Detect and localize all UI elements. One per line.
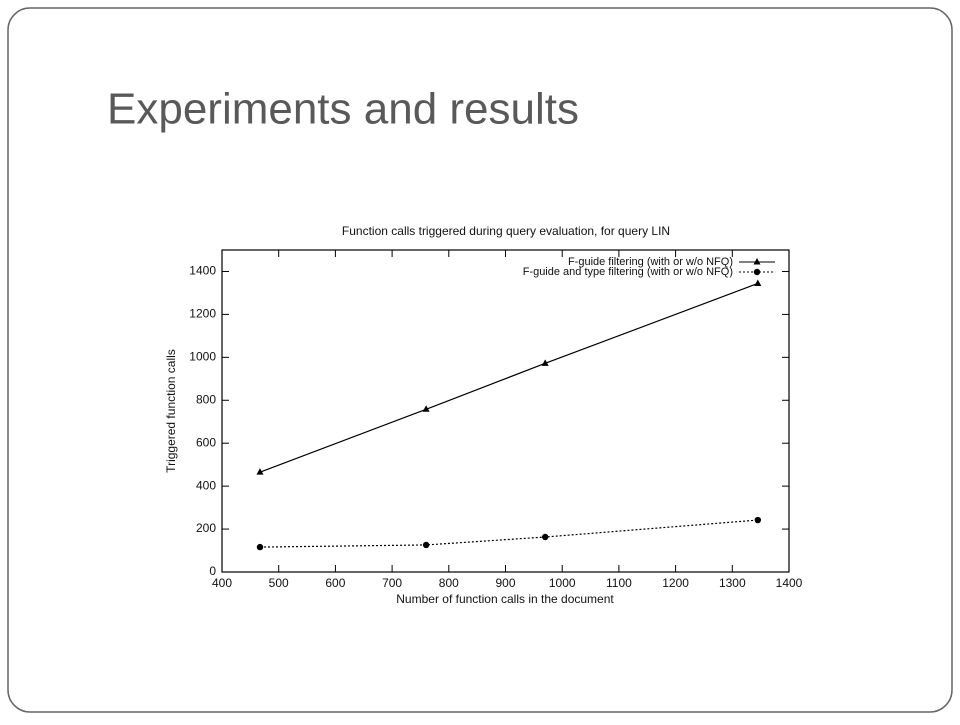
x-tick-label: 1000 <box>549 576 576 590</box>
marker <box>541 533 549 541</box>
x-tick-label: 700 <box>382 576 402 590</box>
y-tick-label: 200 <box>196 521 216 535</box>
x-tick-label: 800 <box>439 576 459 590</box>
marker <box>753 268 761 276</box>
legend-label: F-guide and type filtering (with or w/o … <box>523 266 733 278</box>
x-tick-label: 1300 <box>719 576 746 590</box>
x-tick-label: 400 <box>212 576 232 590</box>
x-tick-label: 500 <box>269 576 289 590</box>
slide-title: Experiments and results <box>107 85 579 134</box>
marker <box>256 468 264 475</box>
y-tick-label: 800 <box>196 392 216 406</box>
marker <box>541 359 549 366</box>
y-tick-label: 600 <box>196 435 216 449</box>
x-axis-label: Number of function calls in the document <box>396 592 614 606</box>
y-tick-label: 1000 <box>189 350 216 364</box>
y-tick-label: 400 <box>196 478 216 492</box>
marker <box>422 541 430 549</box>
marker <box>422 405 430 412</box>
x-tick-label: 1100 <box>606 576 632 590</box>
y-tick-label: 1200 <box>189 307 216 321</box>
marker <box>753 258 761 265</box>
marker <box>754 279 762 286</box>
x-tick-label: 1200 <box>662 576 689 590</box>
legend-label: F-guide filtering (with or w/o NFQ) <box>568 256 733 268</box>
chart-title: Function calls triggered during query ev… <box>342 224 670 238</box>
marker <box>754 516 762 524</box>
y-axis-label: Triggered function calls <box>164 349 178 473</box>
y-tick-label: 0 <box>209 564 216 578</box>
y-tick-label: 1400 <box>189 264 216 278</box>
x-tick-label: 900 <box>495 576 515 590</box>
x-tick-label: 600 <box>325 576 345 590</box>
series-line <box>259 519 758 548</box>
slide-border <box>7 7 953 713</box>
series-line <box>259 282 759 473</box>
x-tick-label: 1400 <box>776 576 803 590</box>
marker <box>256 543 264 551</box>
